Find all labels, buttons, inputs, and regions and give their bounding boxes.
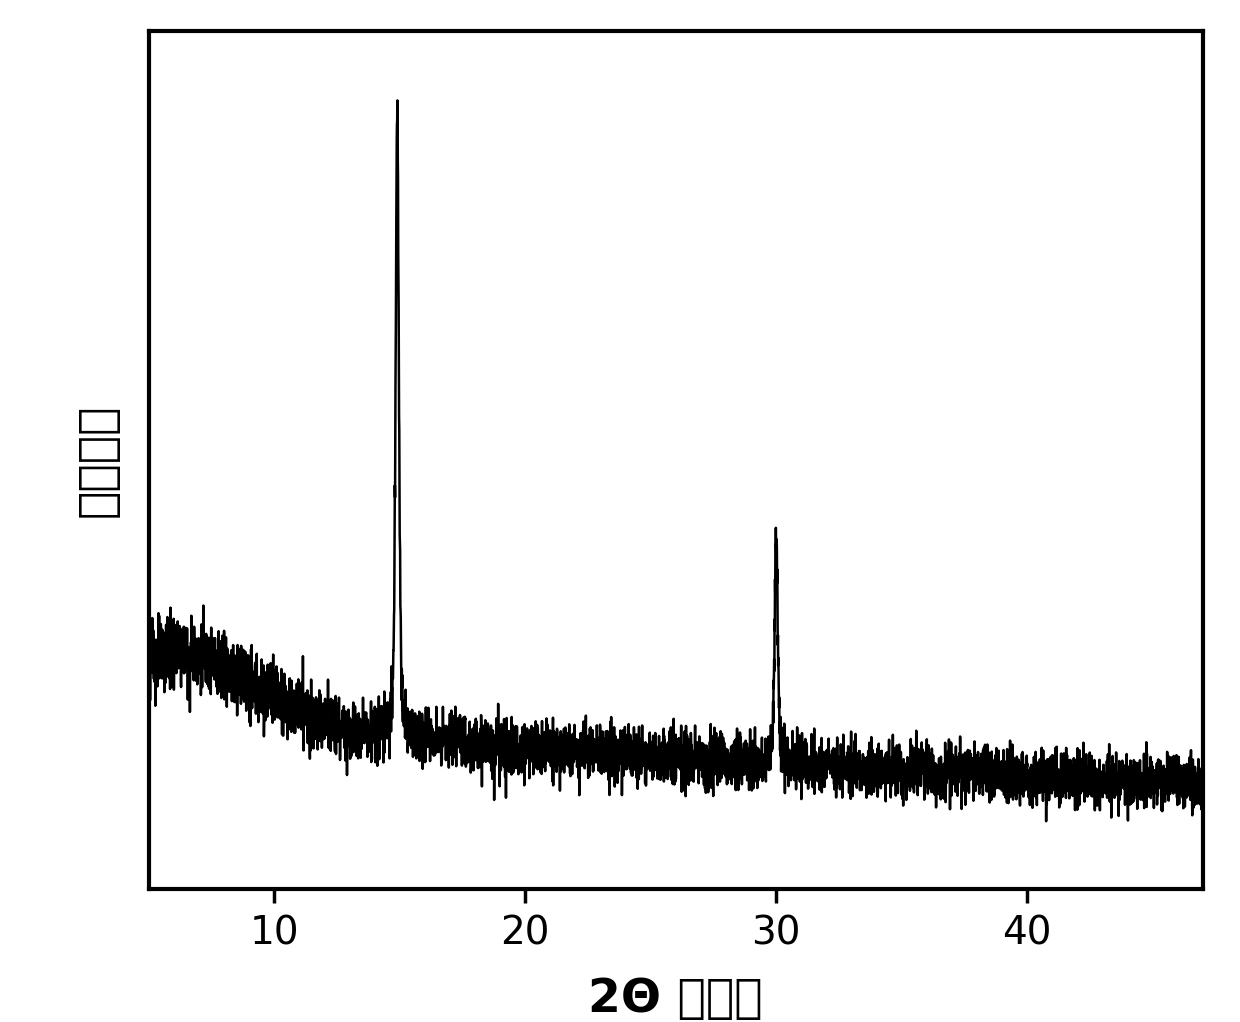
X-axis label: 2Θ （度）: 2Θ （度） bbox=[589, 977, 763, 1022]
Y-axis label: 衍射强度: 衍射强度 bbox=[76, 403, 122, 517]
